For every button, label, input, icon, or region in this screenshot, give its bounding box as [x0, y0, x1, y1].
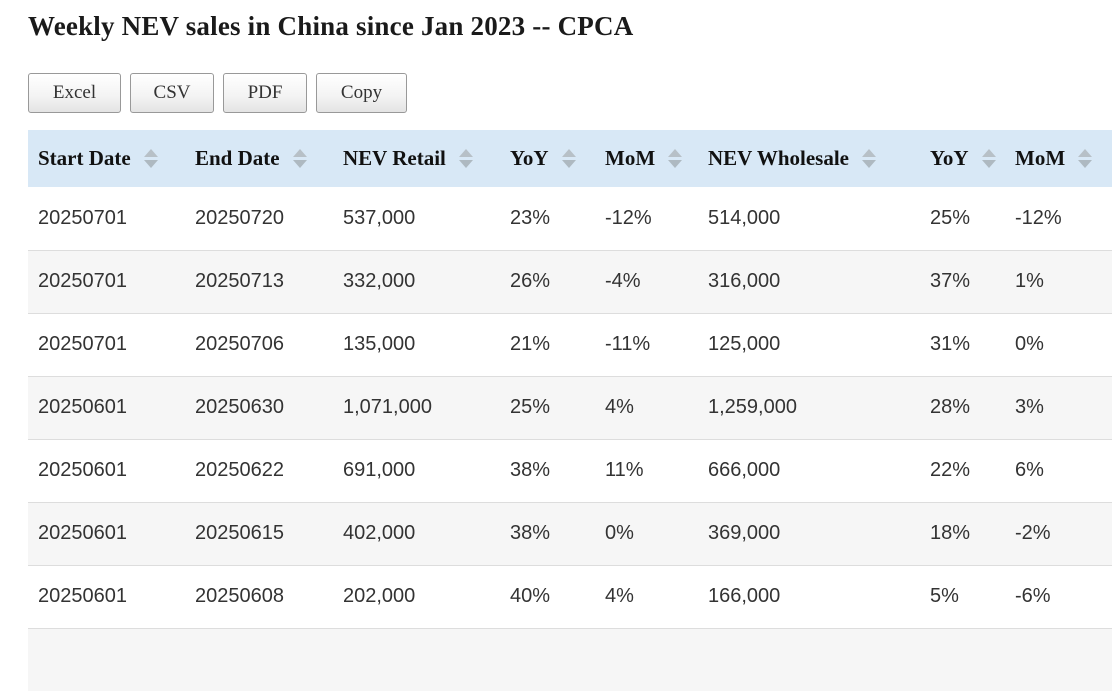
table-cell: 6% [1015, 459, 1044, 481]
table-row: 20250601 20250615 402,000 38% 0% 369,000 18% -2… [28, 502, 1112, 565]
column-header-nev-wholesale[interactable]: NEV Wholesale [698, 130, 920, 187]
table-cell: 20250706 [195, 333, 284, 355]
table-cell: 20250701 [38, 333, 127, 355]
sort-arrows-icon [981, 149, 996, 168]
table-cell: 23% [510, 206, 551, 229]
table-cell: 20250615 [195, 522, 284, 544]
table-cell: 20250622 [195, 459, 284, 481]
table-body: 20250701 20250720 537,000 23% -12% 514,000 25%… [28, 187, 1112, 691]
table-cell: 691,000 [343, 459, 416, 481]
table-header: Start Date End Date NEV Retail YoY MoM N… [28, 130, 1112, 187]
table-cell: -4% [605, 270, 641, 292]
column-header-label: NEV Retail [343, 146, 446, 170]
table-cell: 1% [1015, 270, 1044, 292]
table-row: 20250701 20250713 332,000 26% -4% 316,000 37% 1… [28, 250, 1112, 313]
export-toolbar: Excel CSV PDF Copy [28, 73, 1112, 113]
sort-arrows-icon [668, 149, 683, 168]
sort-arrows-icon [292, 149, 307, 168]
table-cell: 166,000 [708, 585, 781, 607]
table-cell: 316,000 [708, 270, 781, 292]
table-cell: 3% [1015, 396, 1044, 418]
table-cell: 20250701 [38, 206, 127, 229]
header-row: Start Date End Date NEV Retail YoY MoM N… [28, 130, 1112, 187]
table-cell: 0% [1015, 333, 1044, 355]
table-cell: -11% [605, 333, 651, 355]
column-header-label: Start Date [38, 146, 131, 170]
table-cell: 28% [930, 396, 971, 418]
table-cell: -12% [605, 206, 652, 229]
table-cell: 537,000 [343, 206, 416, 229]
table-cell: -2% [1015, 522, 1051, 544]
column-header-wholesale-yoy[interactable]: YoY [920, 130, 1005, 187]
table-cell: 666,000 [708, 459, 781, 481]
column-header-retail-yoy[interactable]: YoY [500, 130, 595, 187]
table-cell: 40% [510, 585, 551, 607]
excel-button[interactable]: Excel [28, 73, 121, 113]
table-cell: 135,000 [343, 333, 416, 355]
column-header-end-date[interactable]: End Date [185, 130, 333, 187]
table-cell: 20250713 [195, 270, 284, 292]
copy-button[interactable]: Copy [316, 73, 407, 113]
table-cell: 25% [930, 206, 971, 229]
table-cell: 20250720 [195, 206, 284, 229]
table-cell: 20250630 [195, 396, 284, 418]
table-cell: 11% [605, 459, 644, 481]
table-cell: 4% [605, 585, 634, 607]
sort-arrows-icon [458, 149, 473, 168]
column-header-start-date[interactable]: Start Date [28, 130, 185, 187]
table-cell: 4% [605, 396, 634, 418]
table-cell: 21% [510, 333, 551, 355]
table-cell: 202,000 [343, 585, 416, 607]
column-header-retail-mom[interactable]: MoM [595, 130, 698, 187]
sort-arrows-icon [1078, 149, 1093, 168]
table-cell: 22% [930, 459, 971, 481]
table-cell: 25% [510, 396, 551, 418]
table-row: 20250601 20250622 691,000 38% 11% 666,000 22% 6… [28, 439, 1112, 502]
nev-sales-table: Start Date End Date NEV Retail YoY MoM N… [28, 130, 1112, 691]
table-row: 20250601 20250630 1,071,000 25% 4% 1,259,000 2… [28, 376, 1112, 439]
column-header-label: YoY [510, 146, 549, 170]
column-header-label: End Date [195, 146, 280, 170]
table-cell: 20250701 [38, 270, 127, 292]
table-row: 20250701 20250720 537,000 23% -12% 514,000 25%… [28, 187, 1112, 250]
table-cell: 5% [930, 585, 959, 607]
table-cell: -6% [1015, 585, 1051, 607]
page-title: Weekly NEV sales in China since Jan 2023… [28, 11, 634, 41]
table-cell: 369,000 [708, 522, 781, 544]
sort-arrows-icon [143, 149, 158, 168]
pdf-button[interactable]: PDF [223, 73, 307, 113]
table-cell: -12% [1015, 206, 1062, 229]
table-cell: 20250601 [38, 522, 127, 544]
table-cell: 37% [930, 270, 971, 292]
csv-button[interactable]: CSV [130, 73, 214, 113]
table-cell: 20250601 [38, 396, 127, 418]
column-header-label: YoY [930, 146, 969, 170]
column-header-label: NEV Wholesale [708, 146, 849, 170]
column-header-wholesale-mom[interactable]: MoM [1005, 130, 1112, 187]
table-cell: 18% [930, 522, 971, 544]
table-cell: 332,000 [343, 270, 416, 292]
table-cell: 0% [605, 522, 634, 544]
table-cell: 31% [930, 333, 971, 355]
table-cell: 38% [510, 522, 551, 544]
table-cell: 514,000 [708, 206, 781, 229]
column-header-nev-retail[interactable]: NEV Retail [333, 130, 500, 187]
table-cell: 38% [510, 459, 551, 481]
table-cell: 1,071,000 [343, 396, 432, 418]
sort-arrows-icon [561, 149, 576, 168]
column-header-label: MoM [1015, 146, 1066, 170]
table-cell: 1,259,000 [708, 396, 797, 418]
column-header-label: MoM [605, 146, 656, 170]
table-cell: 20250601 [38, 459, 127, 481]
table-cell: 125,000 [708, 333, 781, 355]
sort-arrows-icon [862, 149, 876, 168]
table-cell: 20250601 [38, 585, 127, 607]
table-cell: 20250608 [195, 585, 284, 607]
page-container: Weekly NEV sales in China since Jan 2023… [28, 11, 1112, 691]
table-cell: 26% [510, 270, 551, 292]
table-cell: 402,000 [343, 522, 416, 544]
table-row: 20250701 20250706 135,000 21% -11% 125,000 31%… [28, 313, 1112, 376]
table-row: 20250601 20250608 202,000 40% 4% 166,000 5% -6% [28, 565, 1112, 628]
